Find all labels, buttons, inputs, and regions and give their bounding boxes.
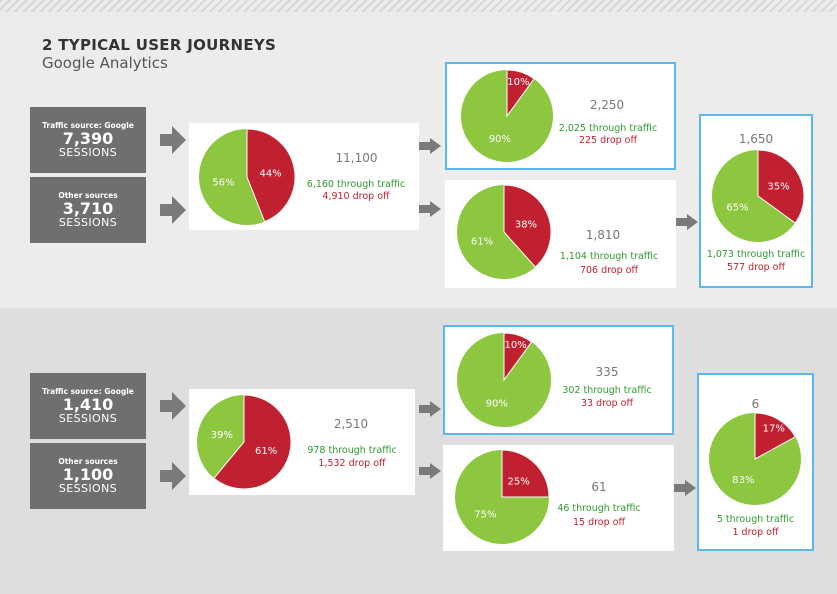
source-value: 1,410 — [62, 395, 114, 414]
drop-slice — [503, 333, 533, 382]
arrow-icon — [419, 138, 441, 154]
arrow-icon — [160, 126, 186, 154]
arrow-icon — [160, 392, 186, 420]
node-total: 2,510 — [333, 417, 369, 431]
node-total: 11,100 — [335, 151, 378, 165]
node-through: 1,104 through traffic — [559, 251, 659, 262]
arrow-icon — [674, 480, 696, 496]
drop-pct-label: 10% — [505, 340, 527, 351]
arrow-icon — [419, 201, 441, 217]
through-pct-label: 39% — [211, 430, 233, 441]
j1-lower-pie: 38% 61% — [457, 185, 551, 279]
j1-final-card: 1,650 35% 65% 1,073 through traffic 577 d… — [699, 114, 813, 288]
node-drop: 1,532 drop off — [318, 458, 386, 469]
j1-merge-pie: 44% 56% — [199, 129, 295, 225]
j1-source-google: Traffic source: Google 7,390 SESSIONS — [30, 107, 146, 173]
through-pct-label: 75% — [474, 510, 496, 521]
node-through: 2,025 through traffic — [558, 123, 658, 134]
j2-source-other: Other sources 1,100 SESSIONS — [30, 443, 146, 509]
node-through: 46 through traffic — [557, 503, 641, 514]
drop-pct-label: 25% — [507, 476, 529, 487]
through-pct-label: 61% — [471, 236, 493, 247]
node-through: 302 through traffic — [562, 385, 652, 396]
j1-final-pie: 35% 65% — [712, 150, 804, 242]
node-through: 5 through traffic — [716, 514, 795, 525]
drop-slice — [754, 413, 796, 460]
j1-merge-card: 44% 56% 11,100 6,160 through traffic 4,91… — [189, 123, 419, 230]
source-label: Other sources — [58, 457, 118, 466]
drop-slice — [757, 150, 804, 224]
node-through: 1,073 through traffic — [706, 249, 806, 260]
node-through: 978 through traffic — [307, 445, 397, 456]
j1-source-other: Other sources 3,710 SESSIONS — [30, 177, 146, 243]
source-label: Traffic source: Google — [42, 387, 134, 396]
source-label: Other sources — [58, 191, 118, 200]
through-pct-label: 90% — [489, 134, 511, 145]
node-total: 6 — [751, 397, 760, 411]
arrow-icon — [419, 401, 441, 417]
node-total: 61 — [591, 480, 607, 494]
j2-lower-card: 25% 75% 61 46 through traffic 15 drop off — [443, 445, 674, 551]
drop-slice — [213, 395, 291, 489]
arrow-icon — [676, 214, 698, 230]
node-drop: 1 drop off — [732, 527, 779, 538]
page-subtitle: Google Analytics — [42, 54, 168, 72]
arrow-icon — [419, 463, 441, 479]
through-pct-label: 83% — [732, 475, 754, 486]
drop-slice — [501, 450, 549, 498]
j2-merge-card: 61% 39% 2,510 978 through traffic 1,532 d… — [189, 389, 415, 495]
arrow-icon — [160, 462, 186, 490]
j2-final-pie: 17% 83% — [709, 413, 801, 505]
drop-pct-label: 38% — [515, 220, 537, 231]
source-value: 7,390 — [62, 129, 114, 148]
source-value: 3,710 — [62, 199, 114, 218]
j2-upper-pie: 10% 90% — [457, 333, 551, 427]
j2-lower-pie: 25% 75% — [455, 450, 549, 544]
drop-slice — [506, 70, 535, 118]
source-label: Traffic source: Google — [42, 121, 134, 130]
node-total: 1,650 — [738, 132, 774, 146]
node-total: 2,250 — [589, 98, 625, 112]
j1-lower-card: 38% 61% 1,810 1,104 through traffic 706 d… — [445, 180, 676, 288]
node-drop: 15 drop off — [572, 517, 626, 528]
node-drop: 4,910 drop off — [322, 191, 390, 202]
drop-pct-label: 10% — [507, 77, 529, 88]
source-value: 1,100 — [62, 465, 114, 484]
j2-source-google: Traffic source: Google 1,410 SESSIONS — [30, 373, 146, 439]
drop-pct-label: 17% — [763, 423, 785, 434]
node-drop: 225 drop off — [578, 135, 638, 146]
j2-merge-pie: 61% 39% — [197, 395, 291, 489]
arrow-icon — [160, 196, 186, 224]
source-unit: SESSIONS — [58, 482, 118, 495]
drop-slice — [503, 185, 551, 268]
node-through: 6,160 through traffic — [306, 179, 406, 190]
drop-pct-label: 61% — [255, 446, 277, 457]
j1-upper-pie: 10% 90% — [461, 70, 553, 162]
j2-upper-card: 10% 90% 335 302 through traffic 33 drop o… — [443, 325, 674, 435]
node-drop: 577 drop off — [726, 262, 786, 273]
through-pct-label: 65% — [726, 202, 748, 213]
source-unit: SESSIONS — [58, 216, 118, 229]
drop-pct-label: 35% — [767, 182, 789, 193]
j2-final-card: 6 17% 83% 5 through traffic 1 drop off — [697, 373, 814, 551]
through-pct-label: 90% — [486, 398, 508, 409]
node-total: 1,810 — [585, 228, 621, 242]
through-pct-label: 56% — [212, 177, 234, 188]
drop-pct-label: 44% — [259, 169, 281, 180]
node-drop: 706 drop off — [579, 265, 639, 276]
drop-slice — [246, 129, 295, 223]
page-title: 2 TYPICAL USER JOURNEYS — [42, 36, 277, 54]
top-stripe — [0, 0, 837, 12]
source-unit: SESSIONS — [58, 146, 118, 159]
node-total: 335 — [595, 365, 619, 379]
j1-upper-card: 10% 90% 2,250 2,025 through traffic 225 d… — [445, 62, 676, 170]
node-drop: 33 drop off — [580, 398, 634, 409]
source-unit: SESSIONS — [58, 412, 118, 425]
